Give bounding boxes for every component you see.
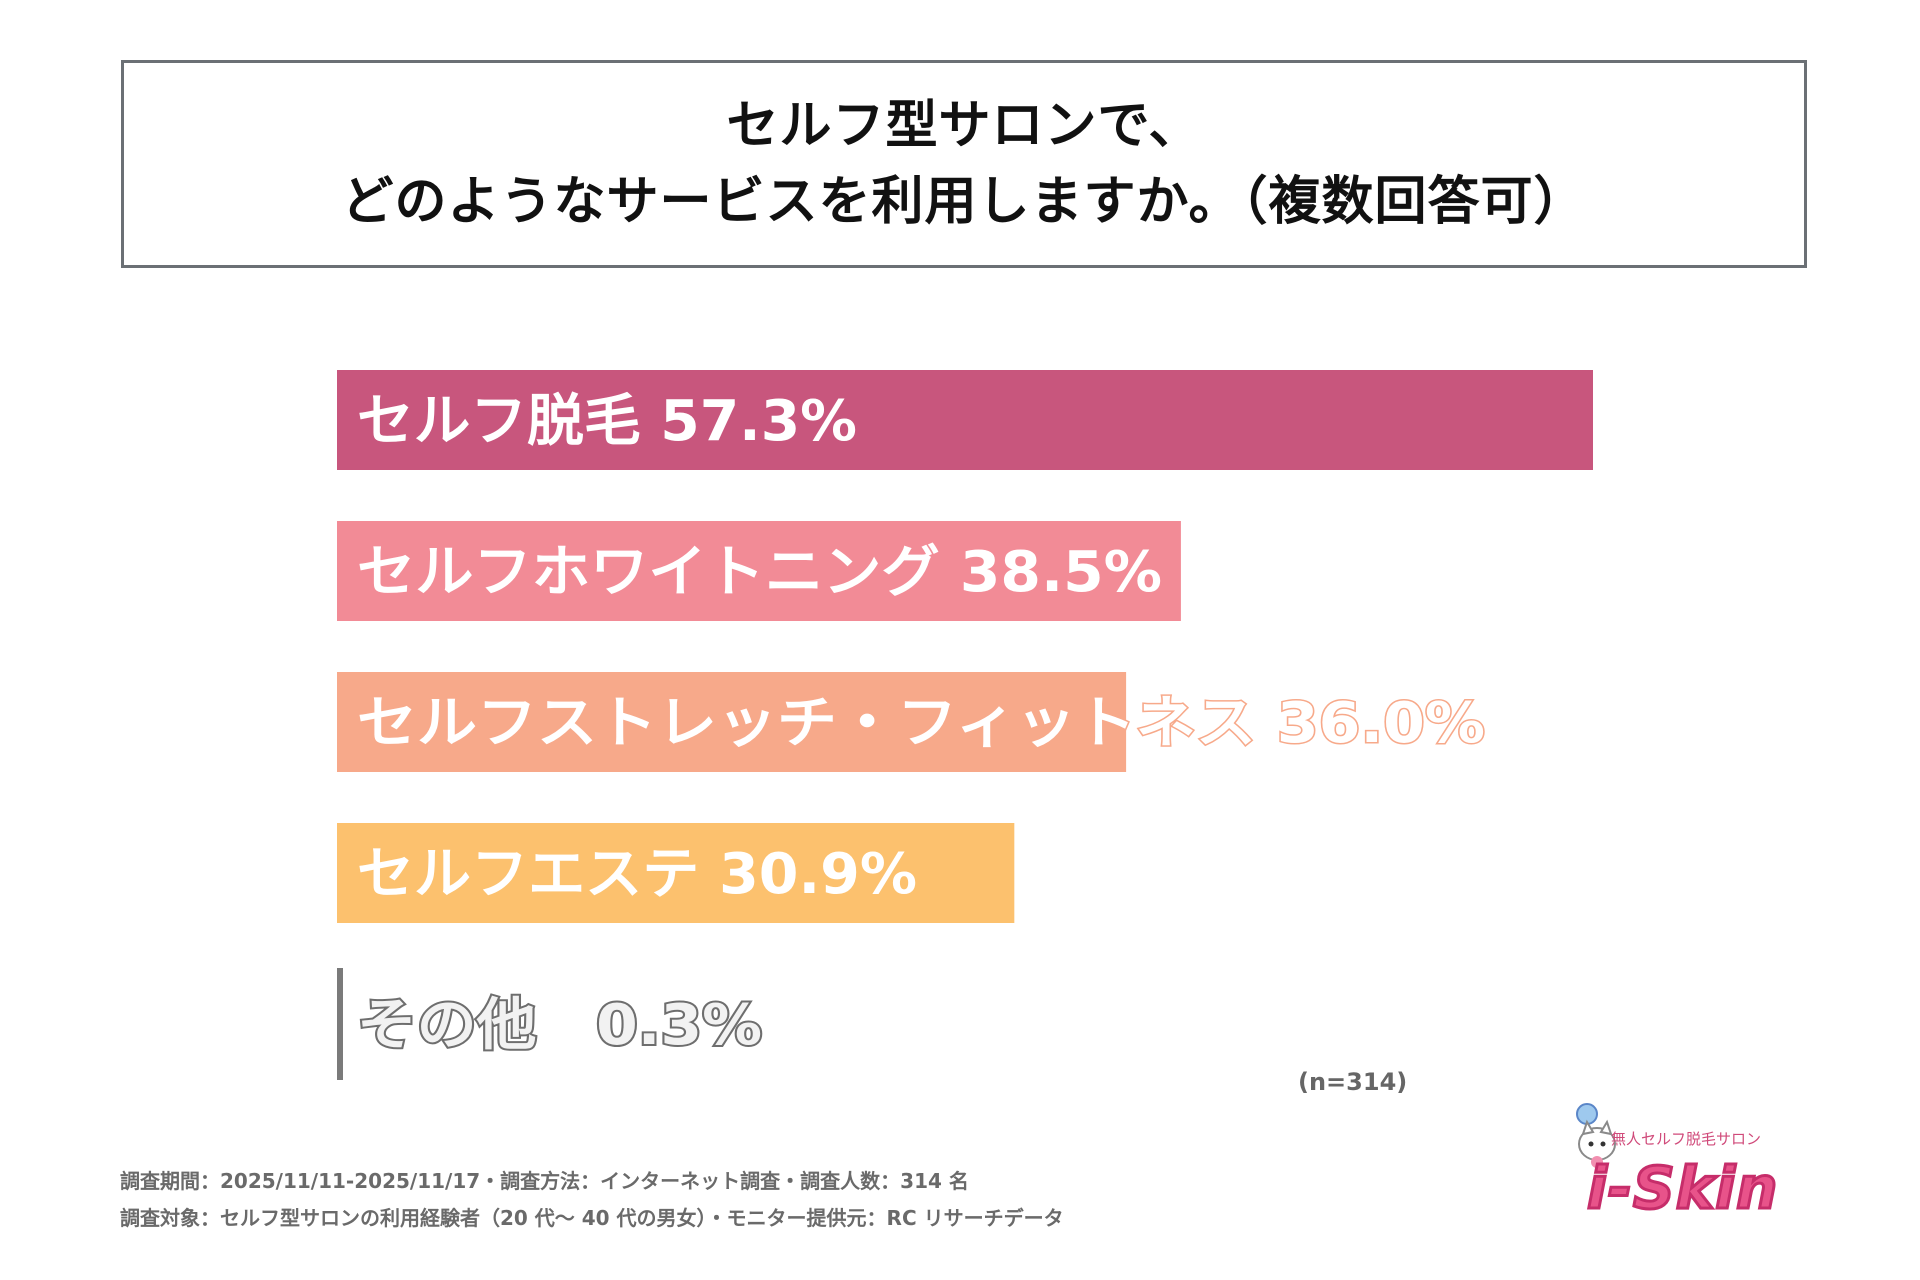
cat-mascot-icon — [1576, 1103, 1616, 1168]
bar-4 — [337, 968, 343, 1080]
bar-3 — [337, 823, 1015, 923]
i-skin-logo: 無人セルフ脱毛サロン i-Skin — [1565, 1100, 1795, 1230]
bar-0 — [337, 370, 1593, 470]
bar-1 — [337, 521, 1181, 621]
chart-title-line-1: セルフ型サロンで、 — [726, 96, 1202, 156]
chart-title-line-2: どのようなサービスを利用しますか。（複数回答可） — [341, 172, 1587, 232]
sample-size-note: (n=314) — [1298, 1068, 1408, 1096]
bar-label-4: その他 0.3% — [357, 993, 762, 1058]
title-box: セルフ型サロンで、 どのようなサービスを利用しますか。（複数回答可） — [121, 60, 1807, 268]
bar-label-3: セルフエステ 30.9% — [357, 842, 917, 907]
bar-label-2: セルフストレッチ・フィットネス 36.0% — [357, 691, 1485, 756]
logo-subtitle: 無人セルフ脱毛サロン — [1611, 1130, 1762, 1148]
bar-2 — [337, 672, 1127, 772]
footnote-survey-period: 調査期間：2025/11/11-2025/11/17・調査方法：インターネット調… — [120, 1169, 969, 1193]
logo-wordmark: i-Skin — [1585, 1153, 1779, 1224]
bar-label-0: セルフ脱毛 57.3% — [357, 389, 857, 454]
bar-label-1: セルフホワイトニング 38.5% — [357, 540, 1162, 605]
footnote-survey-target: 調査対象：セルフ型サロンの利用経験者（20 代～ 40 代の男女）・モニター提供… — [120, 1206, 1064, 1230]
